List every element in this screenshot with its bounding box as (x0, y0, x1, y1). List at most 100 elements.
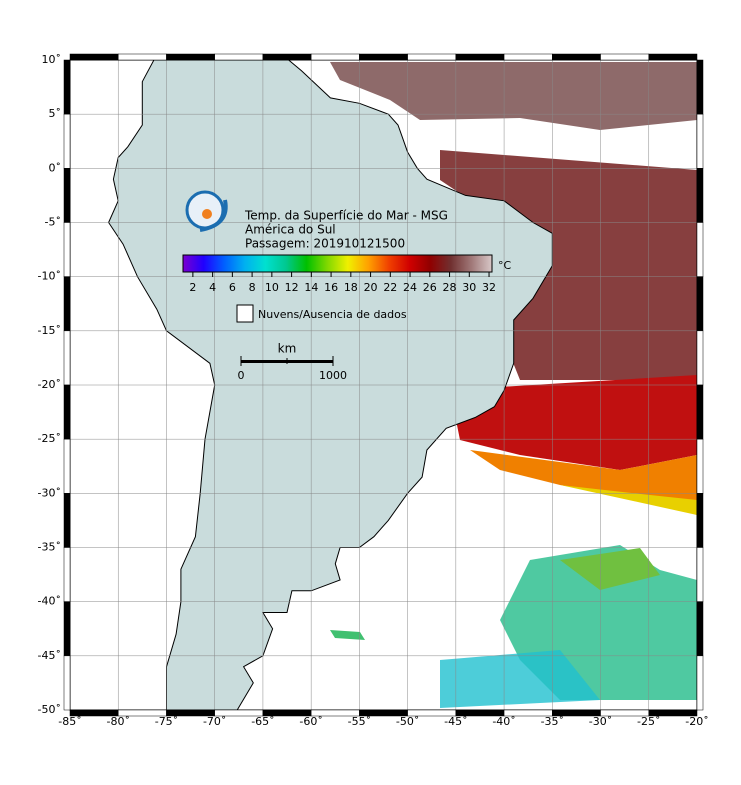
frame-segment (63, 493, 71, 548)
frame-segment (63, 330, 71, 386)
colorbar-unit: °C (498, 259, 512, 272)
colorbar-tick-label: 30 (462, 281, 476, 294)
frame-segment (117, 53, 167, 61)
map-area (70, 60, 697, 710)
frame-segment (503, 53, 553, 61)
colorbar (182, 254, 493, 273)
colorbar-tick-label: 20 (364, 281, 378, 294)
frame-segment (696, 547, 704, 602)
colorbar-tick-label: 10 (265, 281, 279, 294)
colorbar-tick-label: 22 (383, 281, 397, 294)
lon-tick-label: -75˚ (155, 715, 178, 728)
title-line: Temp. da Superfície do Mar - MSG (244, 209, 448, 223)
sst-patch (330, 62, 697, 130)
lon-tick-label: -55˚ (348, 715, 371, 728)
lon-tick-label: -60˚ (299, 715, 322, 728)
frame-segment (63, 59, 71, 115)
frame-segment (63, 655, 71, 711)
sst-patch (450, 375, 697, 470)
colorbar-tick-label: 14 (304, 281, 318, 294)
frame-segment (696, 59, 704, 115)
frame-segment (214, 53, 264, 61)
sst-patch (330, 630, 365, 640)
frame-segment (359, 53, 408, 61)
frame-segment (696, 276, 704, 332)
lat-tick-label: 5˚ (49, 107, 62, 120)
no-data-swatch (236, 304, 254, 323)
lat-tick-label: -20˚ (38, 378, 61, 391)
scale-bar (240, 356, 334, 366)
frame-segment (63, 168, 71, 223)
title-line: América do Sul (245, 223, 336, 237)
lat-tick-label: -25˚ (38, 432, 61, 445)
lat-tick-label: -45˚ (38, 649, 61, 662)
frame-segment (63, 384, 71, 440)
frame-segment (63, 222, 71, 277)
lat-tick-label: -50˚ (38, 703, 61, 716)
frame-segment (166, 53, 215, 61)
colorbar-tick-label: 8 (249, 281, 256, 294)
colorbar-tick-label: 12 (285, 281, 299, 294)
colorbar-tick-label: 32 (482, 281, 496, 294)
frame-segment (407, 53, 457, 61)
title-line: Passagem: 201910121500 (245, 237, 405, 251)
colorbar-tick-label: 26 (423, 281, 437, 294)
frame-segment (63, 438, 71, 494)
lat-tick-label: -10˚ (38, 270, 61, 283)
lon-tick-label: -45˚ (444, 715, 467, 728)
lon-tick-label: -30˚ (589, 715, 612, 728)
lat-tick-label: 0˚ (49, 161, 62, 174)
sst-patch (440, 650, 600, 708)
colorbar-tick-label: 18 (344, 281, 358, 294)
frame-segment (600, 53, 650, 61)
lat-tick-label: -40˚ (38, 595, 61, 608)
frame-segment (696, 113, 704, 169)
frame-segment (648, 709, 698, 717)
lat-tick-label: -15˚ (38, 324, 61, 337)
scale-label: 0 (238, 369, 245, 382)
lon-tick-label: -65˚ (251, 715, 274, 728)
frame-segment (552, 53, 601, 61)
lon-tick-label: -40˚ (492, 715, 515, 728)
scale-label: 1000 (319, 369, 347, 382)
frame-segment (696, 330, 704, 386)
sst-patch (560, 485, 697, 515)
sst-patch (560, 548, 660, 590)
frame-segment (310, 53, 360, 61)
lat-tick-label: 10˚ (42, 53, 62, 66)
lon-tick-label: -50˚ (396, 715, 419, 728)
frame-segment (69, 53, 119, 61)
frame-segment (696, 384, 704, 440)
colorbar-tick-label: 4 (209, 281, 216, 294)
colorbar-tick-label: 2 (189, 281, 196, 294)
no-data-label: Nuvens/Ausencia de dados (258, 308, 407, 321)
lat-tick-label: -35˚ (38, 541, 61, 554)
lon-tick-label: -70˚ (203, 715, 226, 728)
logo (185, 190, 228, 232)
frame-segment (648, 53, 698, 61)
colorbar-tick-label: 28 (443, 281, 457, 294)
lon-tick-label: -20˚ (685, 715, 708, 728)
scale-unit: km (278, 342, 297, 356)
frame-segment (696, 655, 704, 711)
frame-segment (63, 113, 71, 169)
lon-tick-label: -85˚ (58, 715, 81, 728)
frame-segment (696, 168, 704, 223)
frame-segment (696, 438, 704, 494)
colorbar-tick-label: 24 (403, 281, 417, 294)
frame-segment (696, 601, 704, 657)
lat-tick-label: -5˚ (45, 216, 61, 229)
lon-tick-label: -80˚ (106, 715, 129, 728)
frame-segment (696, 222, 704, 277)
sst-patch (470, 450, 697, 515)
frame-segment (63, 547, 71, 602)
lat-tick-label: -30˚ (38, 486, 61, 499)
frame-segment (696, 493, 704, 548)
lon-tick-label: -35˚ (541, 715, 564, 728)
frame-segment (262, 53, 312, 61)
frame-segment (455, 53, 505, 61)
colorbar-tick-label: 16 (324, 281, 338, 294)
frame-segment (63, 601, 71, 657)
colorbar-tick-label: 6 (229, 281, 236, 294)
